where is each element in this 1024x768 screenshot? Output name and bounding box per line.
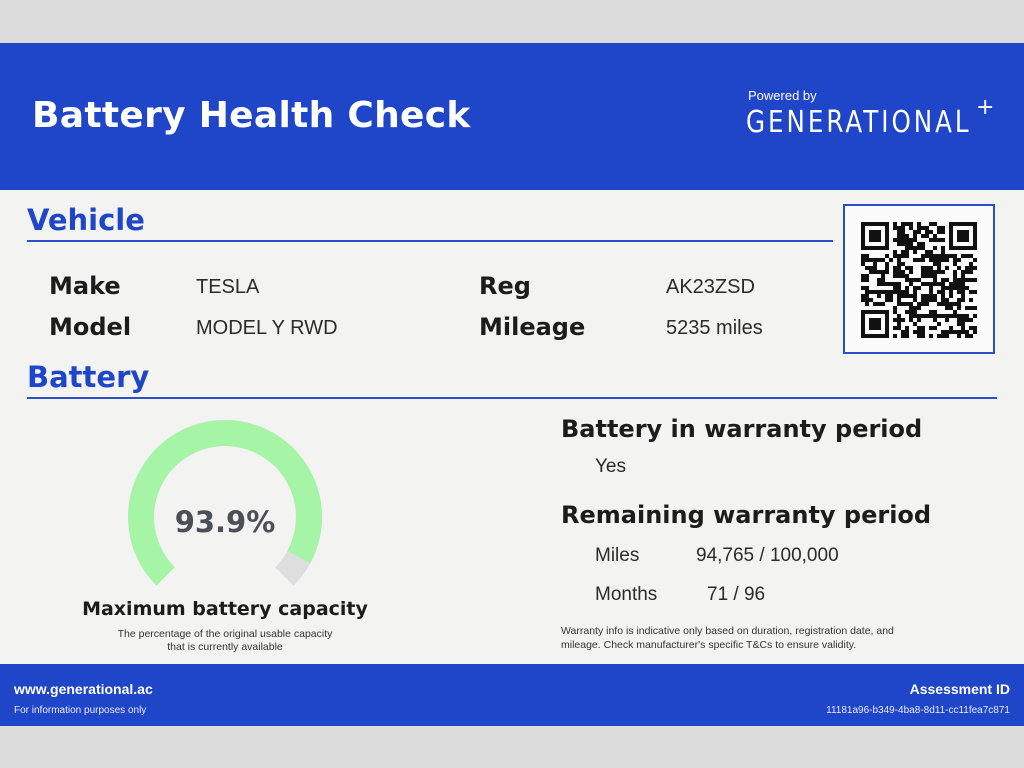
- header-banner: Battery Health Check Powered by GENERATI…: [0, 43, 1024, 190]
- model-value: MODEL Y RWD: [196, 317, 338, 339]
- footer-website-link[interactable]: www.generational.ac: [14, 681, 153, 697]
- mileage-label: Mileage: [479, 313, 586, 341]
- assessment-id-value: 11181a96-b349-4ba8-8d11-cc11fea7c871: [826, 705, 1010, 716]
- miles-label: Miles: [595, 545, 640, 566]
- warranty-period-value: Yes: [595, 456, 626, 477]
- remaining-warranty-heading: Remaining warranty period: [561, 501, 932, 529]
- model-label: Model: [49, 313, 132, 341]
- mileage-value: 5235 miles: [666, 317, 763, 339]
- footer-banner: www.generational.ac For information purp…: [0, 664, 1024, 726]
- warranty-period-heading: Battery in warranty period: [561, 415, 923, 443]
- capacity-label: Maximum battery capacity: [82, 598, 368, 620]
- battery-health-card: Battery Health Check Powered by GENERATI…: [0, 43, 1024, 726]
- vehicle-section-title: Vehicle: [27, 203, 145, 237]
- reg-label: Reg: [479, 272, 531, 300]
- capacity-note-line1: The percentage of the original usable ca…: [117, 628, 333, 640]
- assessment-id-label: Assessment ID: [909, 681, 1010, 697]
- qr-code-frame[interactable]: [843, 204, 995, 354]
- months-value: 71 / 96: [707, 584, 766, 605]
- brand-logo: GENERATIONAL: [746, 105, 972, 140]
- miles-value: 94,765 / 100,000: [696, 545, 839, 566]
- footer-disclaimer: For information purposes only: [14, 705, 147, 716]
- warranty-note-line2: mileage. Check manufacturer's specific T…: [561, 639, 857, 651]
- capacity-gauge: [128, 420, 322, 586]
- powered-by-label: Powered by: [748, 88, 817, 103]
- brand-plus-icon: +: [976, 95, 995, 120]
- battery-section-title: Battery: [27, 360, 150, 394]
- warranty-note: Warranty info is indicative only based o…: [561, 624, 961, 652]
- battery-divider: [27, 397, 997, 399]
- gauge-fill: [128, 420, 322, 586]
- capacity-note-line2: that is currently available: [167, 641, 283, 653]
- make-label: Make: [49, 272, 121, 300]
- qr-code-icon: [861, 222, 977, 338]
- page-title: Battery Health Check: [32, 95, 471, 136]
- capacity-note: The percentage of the original usable ca…: [95, 628, 355, 654]
- reg-value: AK23ZSD: [666, 276, 755, 298]
- capacity-percentage: 93.9%: [174, 505, 276, 539]
- warranty-note-line1: Warranty info is indicative only based o…: [561, 625, 894, 637]
- make-value: TESLA: [196, 276, 260, 298]
- vehicle-divider: [27, 240, 833, 242]
- months-label: Months: [595, 584, 658, 605]
